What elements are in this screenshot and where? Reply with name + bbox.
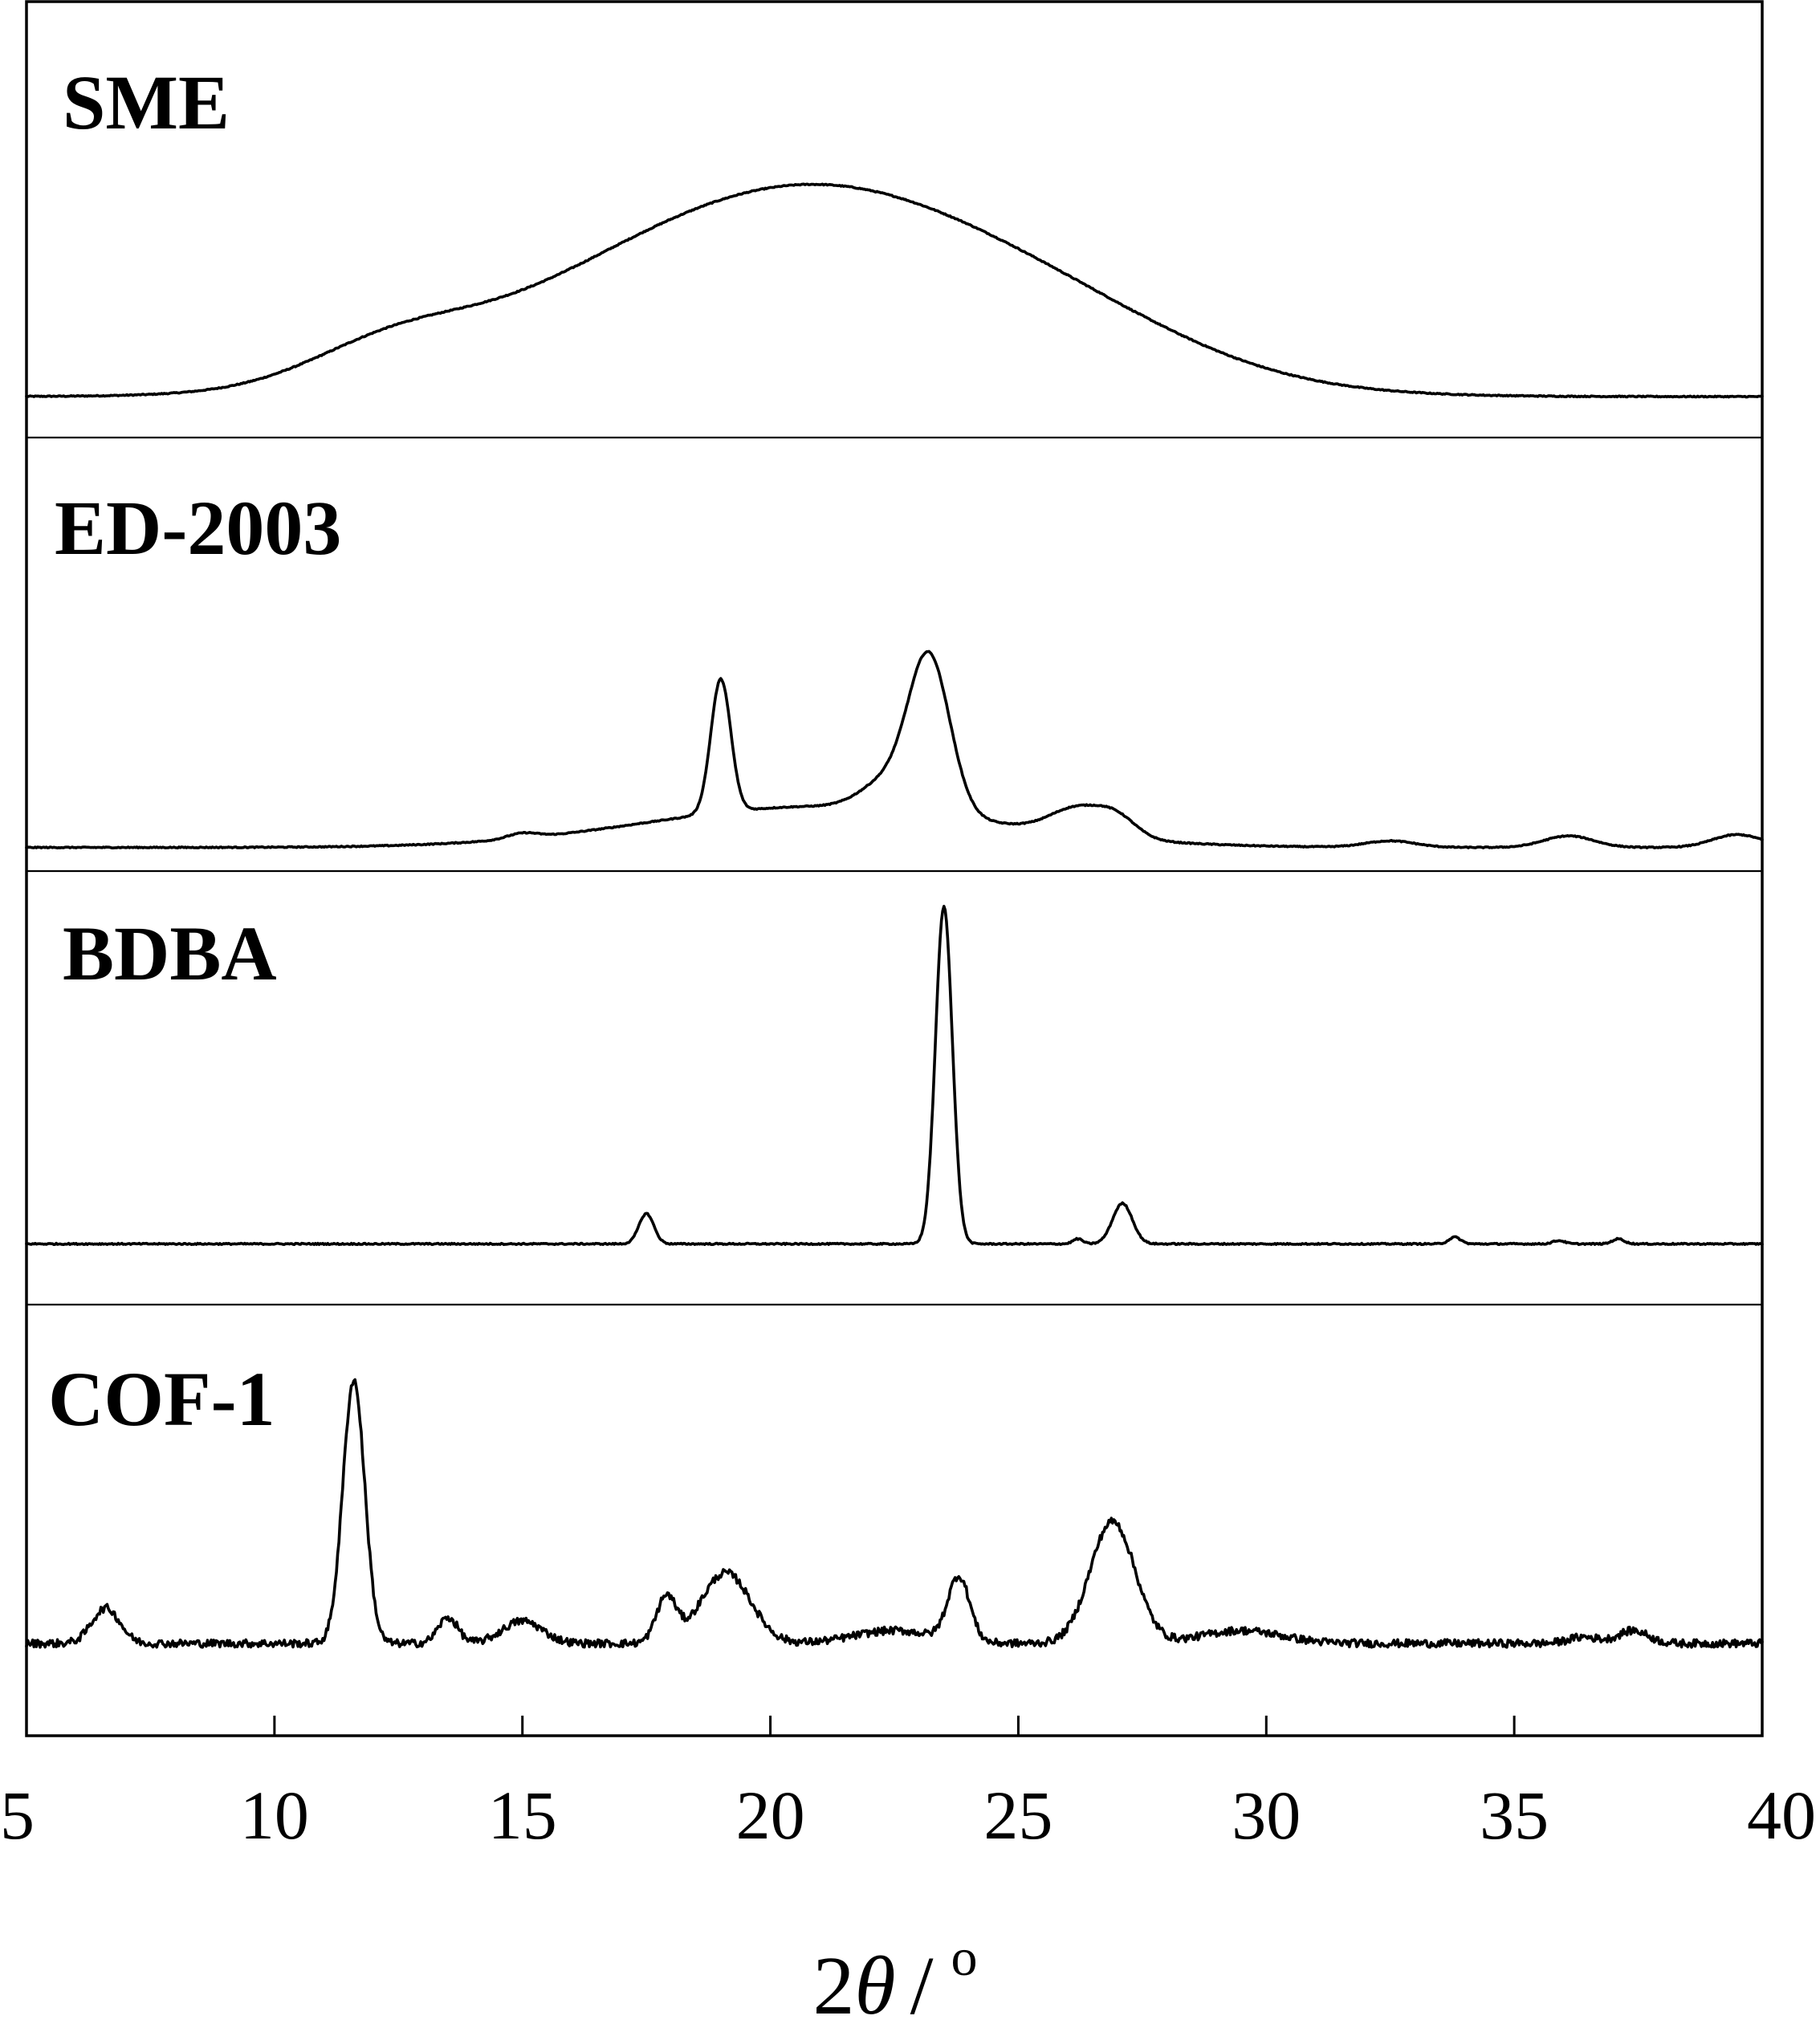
- x-tick-label-10: 10: [240, 1777, 309, 1854]
- panel-label-ed-2003: ED-2003: [55, 485, 341, 571]
- x-tick-label-5: 5: [0, 1777, 35, 1854]
- x-tick-label-35: 35: [1480, 1777, 1549, 1854]
- x-tick-label-15: 15: [488, 1777, 557, 1854]
- series-traces: [25, 182, 1764, 1649]
- panel-label-cof-1: COF-1: [48, 1356, 275, 1442]
- panel-label-bdba: BDBA: [63, 910, 277, 996]
- panel-label-sme: SME: [63, 59, 230, 145]
- x-axis-label-number: 2: [813, 1940, 855, 2032]
- series-line-cof-1: [25, 1378, 1764, 1649]
- series-line-bdba: [25, 905, 1764, 1246]
- x-tick-label-25: 25: [983, 1777, 1053, 1854]
- x-axis-ticks: 5 10 15 20 25 30 35 40: [0, 1716, 1816, 1854]
- x-tick-label-20: 20: [736, 1777, 805, 1854]
- x-tick-label-30: 30: [1232, 1777, 1301, 1854]
- series-line-sme: [25, 182, 1764, 399]
- x-axis-label-slash: /: [910, 1940, 934, 2032]
- series-line-ed-2003: [25, 649, 1764, 849]
- x-tick-label-40: 40: [1747, 1777, 1816, 1854]
- x-axis-label-unit: o: [951, 1928, 978, 1987]
- x-axis-label-symbol: θ: [855, 1940, 896, 2032]
- x-axis-label: 2θ / o: [813, 1928, 978, 2032]
- plot-frame: [25, 0, 1764, 1737]
- panel-labels: SME ED-2003 BDBA COF-1: [48, 59, 341, 1442]
